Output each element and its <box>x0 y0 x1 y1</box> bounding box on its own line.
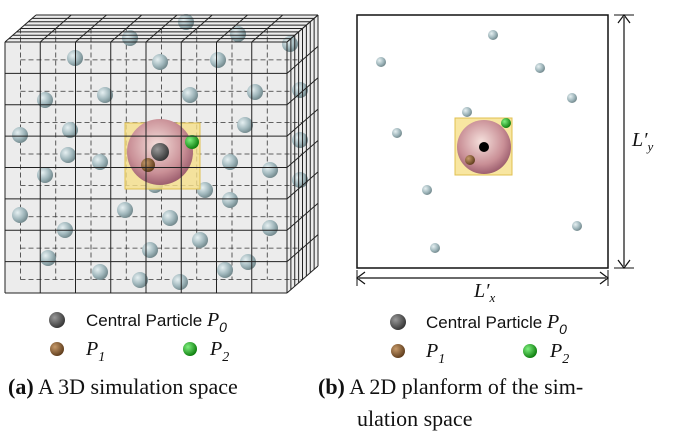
legend-entry: P1 <box>85 338 105 365</box>
particle <box>192 232 208 248</box>
particle <box>217 262 233 278</box>
particle <box>567 93 577 103</box>
cube-3d <box>5 14 318 293</box>
particle-p1 <box>141 158 155 172</box>
particle <box>182 87 198 103</box>
particle <box>488 30 498 40</box>
particle <box>162 210 178 226</box>
particle <box>142 242 158 258</box>
particle <box>117 202 133 218</box>
legend-entry: P1 <box>425 340 445 367</box>
particle <box>262 162 278 178</box>
particle <box>222 192 238 208</box>
particle <box>210 52 226 68</box>
particle <box>122 30 138 46</box>
particle <box>462 107 472 117</box>
particle-p2 <box>185 135 199 149</box>
particle <box>37 92 53 108</box>
particle <box>392 128 402 138</box>
central-particle <box>151 143 169 161</box>
caption-b: (b) A 2D planform of the sim- <box>318 374 583 399</box>
particle <box>376 57 386 67</box>
dimension-x: L′x <box>473 280 496 305</box>
particle <box>152 54 168 70</box>
dimension-y: L′y <box>631 129 654 154</box>
particle <box>92 264 108 280</box>
legend-entry: P2 <box>209 338 229 365</box>
particle <box>40 250 56 266</box>
planform-2d: L′y L′x <box>357 15 654 305</box>
legend-entry: Central Particle P0 <box>426 311 567 337</box>
particle <box>12 127 28 143</box>
particle <box>172 274 188 290</box>
particle <box>572 221 582 231</box>
particle <box>37 167 53 183</box>
particle <box>60 147 76 163</box>
caption-b-line: ulation space <box>357 406 472 431</box>
particle <box>422 185 432 195</box>
particle <box>237 117 253 133</box>
particle <box>535 63 545 73</box>
particle <box>247 84 263 100</box>
particle <box>430 243 440 253</box>
legend-a: Central Particle P0 P1 P2 <box>49 309 229 365</box>
legend-entry: Central Particle P0 <box>86 309 227 335</box>
caption-a: (a) A 3D simulation space <box>8 374 238 399</box>
particle <box>12 207 28 223</box>
legend-entry: P2 <box>549 340 569 367</box>
particle <box>262 220 278 236</box>
legend-b: Central Particle P0 P1 P2 <box>390 311 569 367</box>
figure: L′y L′x Central Particle P0 P1 P2 Centra… <box>0 0 684 436</box>
